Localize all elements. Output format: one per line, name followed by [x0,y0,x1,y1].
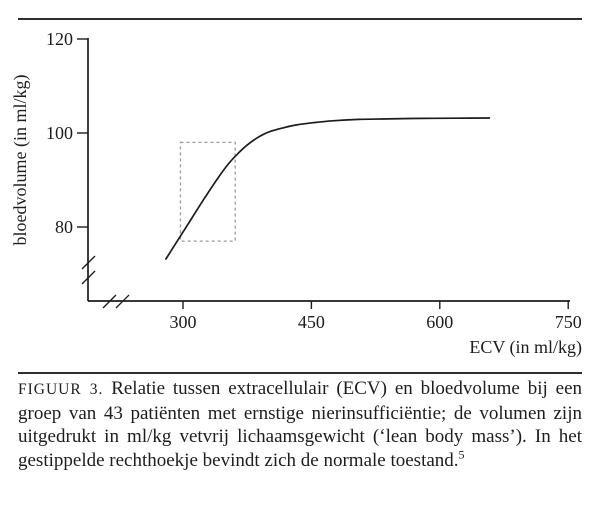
x-axis-break-icon [115,294,130,309]
x-axis-title: ECV (in ml/kg) [469,337,582,358]
y-tick-label: 100 [46,123,73,143]
caption-text: Relatie tussen extracellulair (ECV) en b… [18,378,583,471]
y-tick-label: 120 [46,29,73,49]
y-tick-label: 80 [55,217,73,237]
x-axis-break-icon [102,294,117,309]
highlight-box [179,141,236,242]
figure-label: FIGUUR 3. [18,381,104,398]
figure-caption: FIGUUR 3. Relatie tussen extracellulair … [18,377,582,472]
caption-divider-rule [18,372,582,374]
x-tick-label: 750 [555,312,582,332]
y-axis-break-icon [81,270,96,285]
y-axis-title: bloedvolume (in ml/kg) [10,75,31,246]
x-tick-label: 600 [426,312,453,332]
y-axis-break-icon [81,255,96,270]
top-rule [18,18,582,20]
x-tick-label: 300 [170,312,197,332]
data-curve [165,117,491,260]
x-tick-label: 450 [298,312,325,332]
ecv-bloedvolume-chart: 80 100 120 300 450 600 750 ECV (in ml/kg) bloedv… [10,29,582,358]
footnote-marker: 5 [458,447,465,462]
